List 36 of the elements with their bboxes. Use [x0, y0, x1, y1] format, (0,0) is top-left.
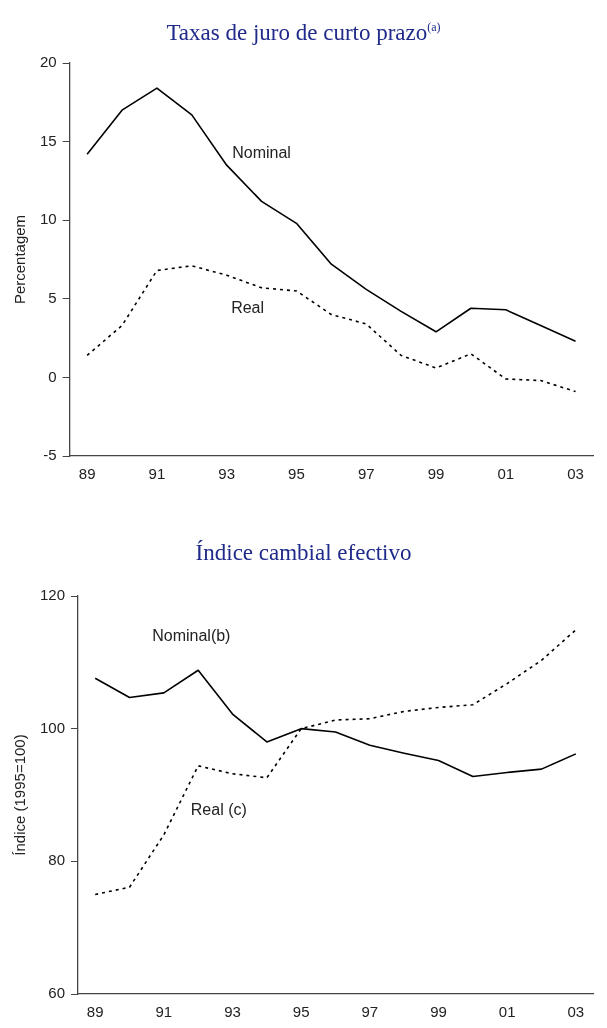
x-tick-label: 97 [361, 1003, 379, 1021]
x-tick-label: 89 [86, 1003, 104, 1021]
x-tick-label: 91 [148, 465, 166, 483]
y-axis-title: Índice (1995=100) [11, 734, 29, 856]
y-tick-label: 0 [48, 367, 57, 385]
y-tick-label: 15 [40, 131, 57, 149]
chart-title: Taxas de juro de curto prazo$^{(a)}$ [165, 19, 442, 47]
x-tick-label: 95 [288, 465, 305, 483]
series-label: Real [231, 299, 265, 317]
y-tick-label: 5 [48, 288, 57, 306]
x-tick-label: 03 [567, 465, 584, 483]
y-tick-label: 60 [48, 984, 66, 1002]
y-tick-label: 80 [48, 851, 66, 869]
y-tick-label: -5 [43, 446, 57, 464]
line-series [94, 629, 577, 896]
y-axis-title: Percentagem [11, 214, 29, 305]
text: Nominal(b) [152, 627, 231, 645]
y-tick-label: 100 [40, 718, 66, 736]
x-tick-label: 93 [224, 1003, 241, 1021]
series-label: Real (c) [190, 801, 247, 818]
chart-title: Índice cambial efectivo [194, 539, 413, 567]
line-series [86, 264, 577, 393]
x-tick-label: 95 [292, 1003, 310, 1021]
y-tick-label: 20 [40, 53, 57, 71]
x-tick-label: 99 [430, 1003, 447, 1021]
x-tick-label: 89 [78, 465, 96, 483]
y-tick-label: 120 [40, 586, 66, 604]
x-tick-label: 91 [155, 1003, 173, 1021]
x-tick-label: 97 [357, 465, 375, 483]
x-tick-label: 03 [567, 1003, 585, 1021]
y-tick-label: 10 [40, 210, 57, 228]
x-tick-label: 01 [497, 465, 515, 483]
x-tick-label: 99 [427, 465, 445, 483]
x-tick-label: 93 [218, 465, 236, 483]
series-label: Nominal [232, 143, 291, 161]
x-tick-label: 01 [498, 1003, 516, 1021]
